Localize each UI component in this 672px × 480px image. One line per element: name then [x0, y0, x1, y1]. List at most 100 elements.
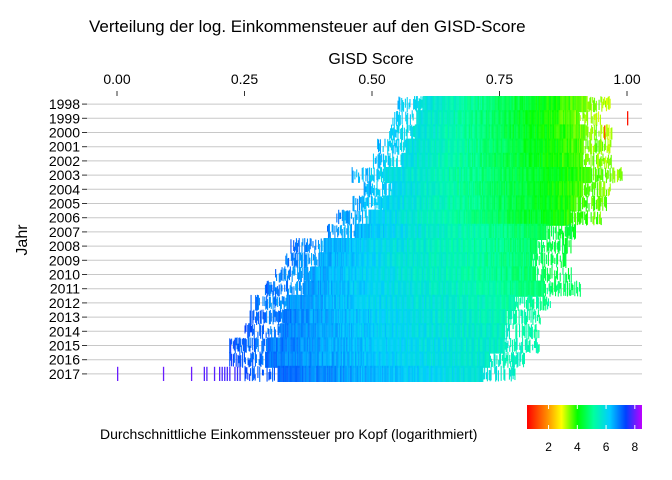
strip-mark [435, 167, 437, 184]
strip-mark [423, 167, 425, 184]
strip-mark [276, 286, 278, 296]
strip-mark [443, 209, 445, 226]
strip-mark [463, 266, 465, 283]
strip-mark [292, 294, 294, 311]
strip-mark [445, 252, 447, 269]
strip-mark [353, 230, 355, 237]
strip-mark [417, 101, 419, 111]
strip-mark [508, 110, 510, 127]
strip-mark [417, 266, 419, 283]
strip-mark [576, 167, 578, 184]
strip-mark [356, 266, 358, 283]
strip-mark [456, 252, 458, 269]
strip-mark [384, 280, 386, 297]
strip-mark [370, 195, 372, 208]
strip-mark [502, 309, 504, 326]
strip-mark [433, 138, 435, 155]
strip-mark [544, 209, 546, 226]
strip-mark [550, 285, 552, 295]
strip-mark [500, 280, 502, 297]
strip-mark [433, 266, 435, 283]
strip-mark [456, 138, 458, 155]
strip-mark [533, 167, 535, 184]
strip-mark [409, 309, 411, 326]
strip-mark [500, 337, 503, 354]
strip-mark [554, 240, 556, 254]
strip-mark [505, 280, 507, 297]
strip-mark [407, 337, 409, 354]
strip-mark [379, 266, 381, 283]
strip-mark [329, 231, 331, 240]
strip-mark [559, 167, 561, 184]
strip-mark [451, 238, 454, 255]
strip-mark [609, 183, 611, 192]
strip-mark [528, 340, 530, 352]
strip-mark [562, 152, 564, 169]
strip-mark [557, 124, 559, 141]
strip-mark [481, 309, 483, 326]
strip-mark [521, 124, 523, 141]
strip-mark [448, 223, 450, 240]
strip-mark [544, 138, 546, 155]
strip-mark [531, 266, 533, 283]
strip-mark [488, 152, 490, 169]
strip-mark [434, 294, 436, 311]
strip-mark [517, 223, 519, 240]
strip-mark [516, 110, 518, 127]
strip-mark [248, 337, 250, 352]
strip-mark [405, 195, 407, 212]
strip-mark [586, 183, 588, 195]
strip-mark [525, 266, 527, 283]
strip-mark [482, 252, 484, 269]
strip-mark [320, 280, 322, 297]
strip-mark [573, 181, 575, 198]
strip-mark [422, 223, 424, 240]
strip-mark [407, 223, 409, 240]
strip-mark [362, 238, 364, 255]
strip-mark [345, 280, 347, 297]
strip-mark [504, 181, 506, 198]
strip-mark [542, 195, 544, 212]
strip-mark [468, 337, 470, 354]
strip-mark [525, 181, 527, 198]
strip-mark [587, 183, 589, 198]
strip-mark [278, 273, 280, 283]
strip-mark [598, 130, 600, 137]
strip-mark [518, 252, 520, 269]
strip-mark [381, 266, 383, 283]
strip-mark [346, 280, 348, 297]
strip-mark [277, 289, 279, 297]
strip-mark [537, 223, 539, 240]
strip-mark [480, 280, 482, 297]
strip-mark [423, 110, 425, 127]
strip-mark [240, 338, 242, 348]
strip-mark [466, 181, 468, 198]
strip-mark [363, 294, 365, 311]
strip-mark [385, 323, 387, 340]
strip-mark [467, 96, 469, 113]
strip-mark [488, 181, 490, 198]
strip-mark [405, 129, 407, 137]
strip-mark [463, 96, 465, 113]
strip-mark [401, 294, 404, 311]
strip-mark [455, 238, 457, 255]
strip-mark [582, 197, 584, 210]
strip-mark [332, 337, 334, 354]
strip-mark [344, 309, 346, 326]
strip-mark [284, 284, 286, 292]
strip-mark [444, 294, 446, 311]
strip-mark [250, 352, 252, 366]
strip-mark [408, 195, 410, 212]
strip-mark [466, 110, 468, 127]
strip-mark [399, 266, 401, 283]
strip-mark [357, 323, 359, 340]
strip-mark [403, 294, 405, 311]
strip-mark [422, 323, 424, 340]
x-tick-label: 0.00 [103, 71, 130, 87]
strip-mark [418, 252, 420, 269]
strip-mark [286, 337, 288, 354]
strip-mark [472, 124, 474, 141]
strip-mark [495, 124, 497, 141]
strip-mark [405, 280, 407, 297]
strip-mark [521, 209, 523, 226]
